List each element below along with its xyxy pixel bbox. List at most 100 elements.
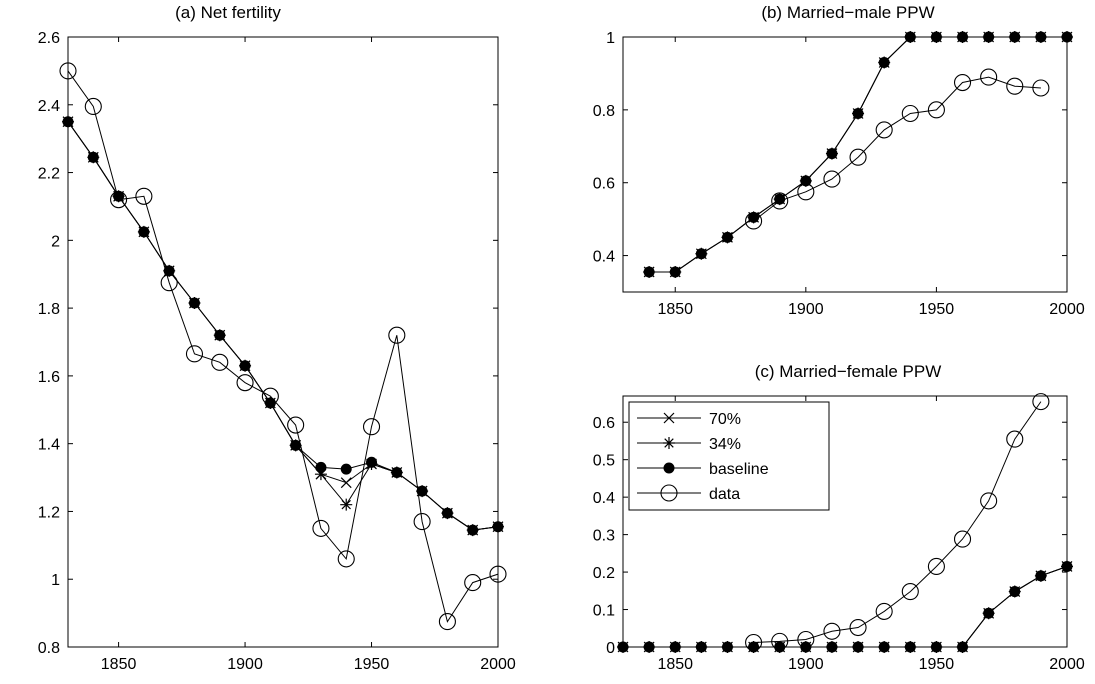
- panel-a-series-34pct: [62, 115, 504, 537]
- legend-entry: data: [637, 484, 740, 503]
- data-point-data: [211, 353, 229, 371]
- legend: 70% 34% baseline data: [628, 401, 830, 511]
- data-point-baseline: [748, 641, 760, 653]
- y-tick-label: 1.2: [38, 504, 60, 521]
- y-tick-label: 0.1: [593, 603, 615, 620]
- data-point-baseline: [721, 641, 733, 653]
- data-point-data: [362, 418, 381, 436]
- data-point-data: [875, 121, 893, 139]
- data-point-baseline: [774, 193, 786, 205]
- data-point-baseline: [904, 31, 916, 43]
- y-tick-label: 1: [51, 572, 60, 589]
- data-point-baseline: [1035, 570, 1047, 582]
- data-point-data: [84, 97, 102, 116]
- data-point-data: [823, 170, 841, 188]
- data-point-baseline: [1035, 31, 1047, 43]
- data-point-baseline: [113, 190, 125, 202]
- panel-c-series-34pct: [617, 560, 1073, 653]
- x-tick-label: 2000: [1049, 301, 1085, 318]
- data-point-baseline: [138, 226, 150, 238]
- data-point-baseline: [983, 31, 995, 43]
- y-tick-label: 0.5: [593, 453, 615, 470]
- y-tick-label: 1.6: [38, 369, 60, 386]
- panel-c: 1850 1900 1950 2000 0 0.1 0.2 0.3 0.4 0.5 0.6 70% 34…: [593, 393, 1085, 673]
- data-point-data: [980, 492, 998, 510]
- legend-label: baseline: [709, 461, 769, 478]
- y-tick-label: 0.2: [593, 565, 615, 582]
- y-tick-label: 2: [51, 233, 60, 250]
- legend-entry: 70%: [637, 411, 741, 428]
- y-tick-label: 0.6: [593, 176, 615, 193]
- x-tick-label: 1950: [919, 301, 955, 318]
- legend-marker: [660, 484, 678, 502]
- panel-b-axes-frame: [622, 36, 1068, 293]
- data-point-data: [489, 565, 507, 583]
- panel-c-series-data: [745, 393, 1050, 652]
- x-tick-label: 1950: [354, 656, 390, 673]
- y-tick-label: 1.4: [38, 437, 60, 454]
- y-tick-label: 0.4: [593, 249, 615, 266]
- y-tick-label: 0.8: [38, 640, 60, 657]
- data-point-70pct: [340, 477, 352, 489]
- y-tick-label: 0.3: [593, 528, 615, 545]
- data-point-data: [413, 513, 431, 531]
- y-tick-label: 0.4: [593, 490, 615, 507]
- data-point-data: [236, 374, 254, 392]
- panel-b-series-data: [745, 68, 1050, 230]
- data-point-baseline: [87, 151, 99, 163]
- x-tick-label: 1900: [788, 301, 824, 318]
- y-tick-label: 0: [606, 640, 615, 657]
- data-point-baseline: [163, 265, 175, 277]
- series-line-70pct: [649, 36, 1067, 273]
- panel-a-series-70pct: [62, 116, 504, 536]
- data-point-baseline: [878, 57, 890, 68]
- x-tick-label: 1900: [788, 656, 824, 673]
- series-line-baseline: [649, 36, 1067, 273]
- data-point-data: [1006, 77, 1024, 95]
- series-line-baseline: [623, 566, 1068, 648]
- data-point-baseline: [930, 31, 942, 43]
- data-point-data: [1032, 393, 1050, 411]
- legend-marker: [663, 462, 675, 474]
- series-line-34pct: [67, 121, 499, 531]
- data-point-baseline: [852, 641, 864, 653]
- panel-a: 1850 1900 1950 2000 0.8 1 1.2 1.4 1.6 1.8 2 2.2 2.4 2…: [38, 30, 516, 673]
- panel-b-series-baseline: [643, 31, 1073, 278]
- data-point-baseline: [904, 641, 916, 653]
- data-point-baseline: [669, 641, 681, 653]
- data-point-baseline: [441, 507, 453, 519]
- data-point-baseline: [340, 463, 352, 475]
- data-point-baseline: [800, 641, 812, 653]
- x-tick-label: 2000: [1049, 656, 1085, 673]
- data-point-baseline: [695, 641, 707, 653]
- data-point-baseline: [669, 266, 681, 278]
- y-tick-label: 1: [606, 30, 615, 47]
- data-point-baseline: [366, 456, 378, 468]
- data-point-data: [901, 583, 919, 601]
- y-tick-label: 0.6: [593, 415, 615, 432]
- legend-entry: baseline: [637, 461, 769, 478]
- data-point-data: [287, 416, 305, 434]
- data-point-baseline: [467, 524, 479, 536]
- y-tick-label: 2.4: [38, 98, 60, 115]
- data-point-baseline: [643, 641, 655, 653]
- data-point-baseline: [617, 641, 629, 653]
- series-line-70pct: [67, 121, 499, 531]
- data-point-data: [59, 62, 77, 80]
- series-line-data: [753, 401, 1042, 643]
- data-point-data: [953, 530, 972, 548]
- data-point-data: [135, 187, 153, 205]
- data-point-34pct: [314, 468, 327, 481]
- data-point-baseline: [800, 175, 812, 187]
- data-point-baseline: [1061, 560, 1073, 572]
- data-point-data: [823, 622, 841, 640]
- data-point-baseline: [643, 266, 655, 278]
- data-point-data: [1032, 79, 1050, 97]
- data-point-baseline: [264, 397, 276, 409]
- series-line-70pct: [623, 566, 1068, 648]
- data-point-data: [388, 326, 406, 344]
- data-point-baseline: [930, 641, 942, 653]
- panel-a-axes-frame: [67, 36, 499, 648]
- data-point-baseline: [957, 641, 969, 653]
- data-point-baseline: [695, 248, 707, 260]
